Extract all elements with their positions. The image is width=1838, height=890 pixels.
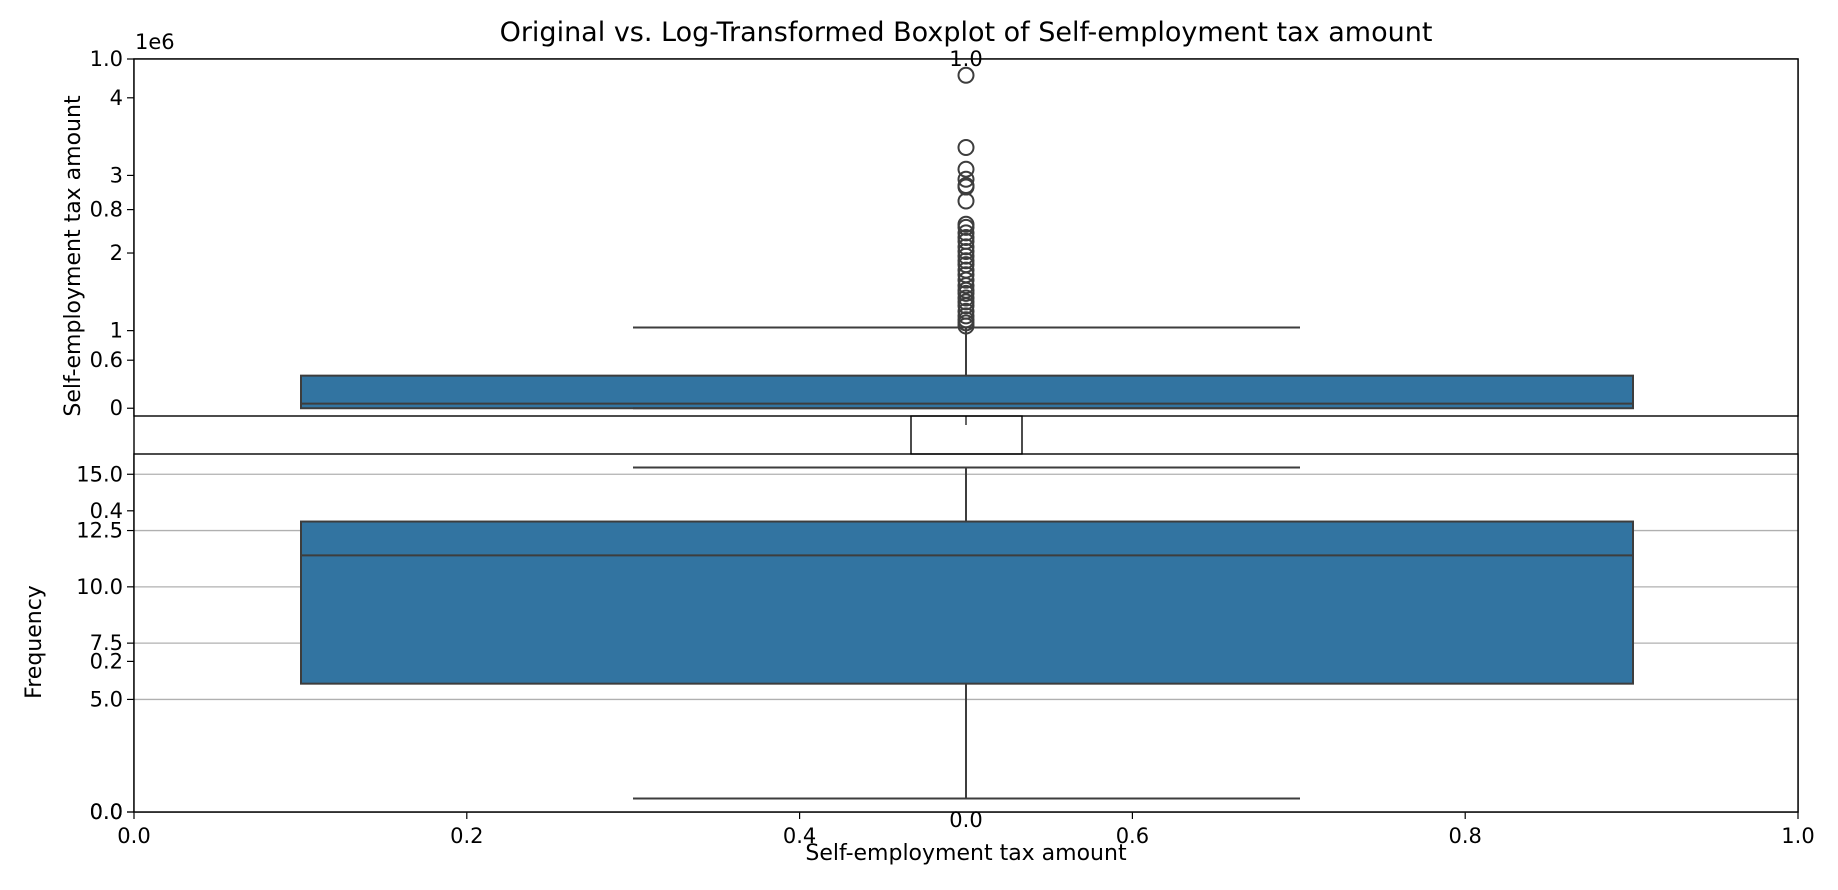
bg-x-tick-label: 0.4: [783, 824, 816, 848]
y-tick-label: 3: [110, 163, 123, 187]
outlier-point: [957, 238, 975, 256]
outlier-point: [957, 160, 975, 178]
background-axes-ticks: 0.0 0.2 0.4 0.6 0.8 1.0 0.0 0.2 0.4 0.6 0.8 1.0: [90, 47, 1815, 848]
inset-axes: 1.0 0.0: [910, 47, 1023, 832]
top-y-axis-title: Self-employment tax amount: [61, 95, 86, 417]
outlier-point: [957, 284, 975, 302]
outlier-point: [957, 178, 975, 196]
y-tick-label: 2: [110, 241, 123, 265]
bg-x-tick-label: 1.0: [1781, 824, 1814, 848]
bg-x-tick-label: 0.2: [450, 824, 483, 848]
y-tick-label: 4: [110, 86, 123, 110]
bg-y-tick-label: 0.2: [90, 649, 123, 673]
y-tick-label: 0: [110, 396, 123, 420]
y-tick-label: 0.0: [90, 800, 123, 824]
y-offset-label: 1e6: [135, 30, 175, 54]
figure-title: Original vs. Log-Transformed Boxplot of …: [500, 17, 1433, 48]
top-boxplot-panel: 0 1 2 3 4: [110, 58, 1799, 420]
y-tick-label: 10.0: [76, 575, 123, 599]
outlier-point: [957, 138, 975, 156]
y-tick-label: 7.5: [90, 631, 123, 655]
y-tick-label: 15.0: [76, 462, 123, 486]
x-axis-title: Self-employment tax amount: [805, 841, 1127, 866]
inset-x-tick-label: 0.0: [949, 808, 982, 832]
bg-y-tick-label: 1.0: [90, 47, 123, 71]
bg-y-tick-label: 0.4: [90, 499, 123, 523]
outlier-point: [957, 271, 975, 289]
bottom-boxplot-panel: 0.0 5.0 7.5 10.0 12.5 15.0: [76, 453, 1799, 824]
outlier-point: [957, 218, 975, 236]
y-tick-label: 5.0: [90, 687, 123, 711]
inset-y-tick-label: 1.0: [949, 47, 982, 71]
outlier-point: [957, 170, 975, 188]
bg-x-tick-label: 0.0: [117, 824, 150, 848]
outlier-point: [957, 317, 975, 335]
outlier-point: [957, 247, 975, 265]
bg-y-tick-label: 0.0: [90, 800, 123, 824]
outlier-point: [957, 224, 975, 242]
frequency-y-axis-title: Frequency: [22, 585, 47, 699]
outlier-point: [957, 297, 975, 315]
outlier-point: [957, 242, 975, 260]
bg-x-tick-label: 0.8: [1448, 824, 1481, 848]
y-tick-label: 12.5: [76, 519, 123, 543]
outlier-point: [957, 66, 975, 84]
y-tick-label: 1: [110, 319, 123, 343]
bg-y-tick-label: 0.8: [90, 198, 123, 222]
iqr-box: [300, 520, 1634, 685]
bg-x-tick-label: 0.6: [1116, 824, 1149, 848]
outlier-point: [957, 192, 975, 210]
bg-y-tick-label: 0.6: [90, 348, 123, 372]
outlier-point: [957, 277, 975, 295]
